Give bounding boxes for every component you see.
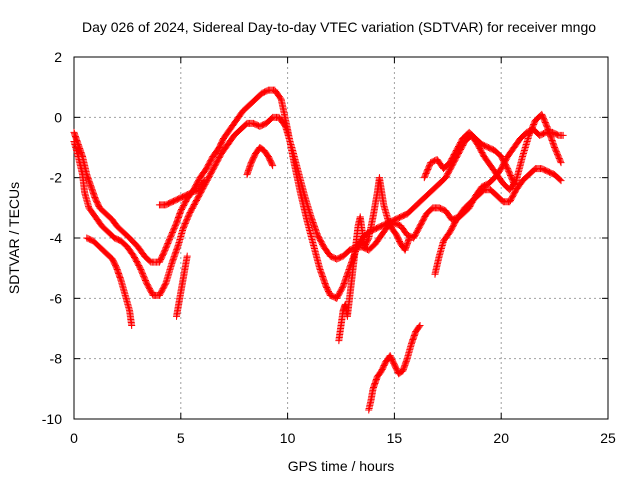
data-point bbox=[269, 162, 277, 170]
y-tick-label: 2 bbox=[54, 49, 62, 65]
y-tick-label: -8 bbox=[50, 351, 63, 367]
data-point bbox=[200, 177, 208, 185]
data-points bbox=[70, 86, 567, 414]
data-point bbox=[405, 234, 413, 242]
data-series bbox=[173, 252, 191, 320]
y-tick-label: 0 bbox=[54, 109, 62, 125]
data-point bbox=[183, 252, 191, 260]
y-tick-label: -10 bbox=[42, 411, 62, 427]
x-tick-label: 15 bbox=[387, 430, 403, 446]
data-series bbox=[365, 321, 424, 414]
data-point bbox=[557, 159, 565, 167]
data-series bbox=[243, 144, 277, 179]
data-point bbox=[556, 157, 564, 165]
x-tick-label: 20 bbox=[493, 430, 509, 446]
data-point bbox=[509, 178, 517, 186]
data-series bbox=[431, 125, 567, 278]
data-point bbox=[128, 321, 136, 329]
data-series bbox=[70, 86, 565, 302]
data-point bbox=[416, 321, 424, 329]
axis-ticks bbox=[73, 56, 609, 420]
chart-title: Day 026 of 2024, Sidereal Day-to-day VTE… bbox=[82, 19, 596, 35]
x-axis-label: GPS time / hours bbox=[288, 458, 395, 474]
y-tick-label: -4 bbox=[50, 230, 63, 246]
y-tick-label: -2 bbox=[50, 170, 63, 186]
x-tick-label: 25 bbox=[600, 430, 616, 446]
data-point bbox=[199, 178, 207, 186]
data-series bbox=[70, 113, 565, 299]
data-point bbox=[559, 131, 567, 139]
x-tick-label: 5 bbox=[177, 430, 185, 446]
x-tick-labels: 0 5 10 15 20 25 bbox=[70, 430, 616, 446]
data-point bbox=[510, 180, 518, 188]
data-point bbox=[161, 281, 169, 289]
data-series bbox=[420, 128, 518, 188]
data-series bbox=[83, 234, 136, 329]
data-point bbox=[557, 177, 565, 185]
data-series bbox=[335, 174, 413, 345]
y-tick-labels: -10 -8 -6 -4 -2 0 2 bbox=[42, 49, 62, 427]
y-axis-label: SDTVAR / TECUs bbox=[6, 182, 22, 294]
y-tick-label: -6 bbox=[50, 290, 63, 306]
data-point bbox=[415, 323, 423, 331]
x-tick-label: 0 bbox=[70, 430, 78, 446]
data-point bbox=[268, 160, 276, 168]
data-point bbox=[556, 176, 564, 184]
data-series bbox=[155, 177, 208, 209]
x-tick-label: 10 bbox=[280, 430, 296, 446]
